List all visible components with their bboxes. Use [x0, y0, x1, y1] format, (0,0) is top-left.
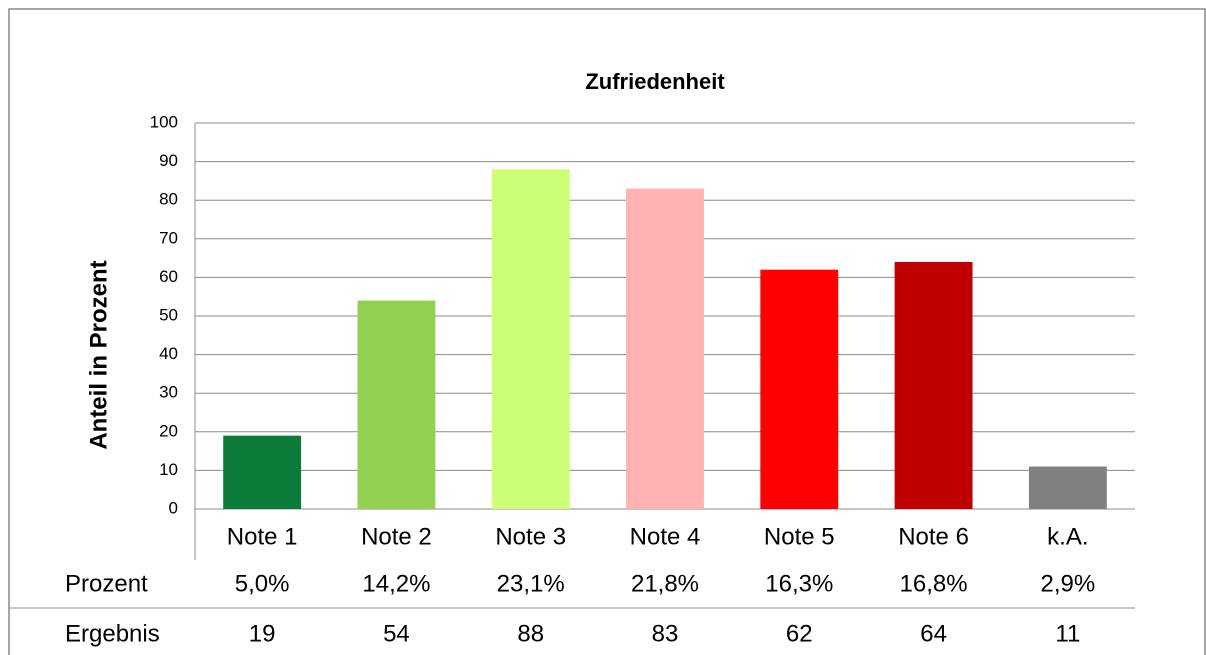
- x-tick-label: Note 2: [361, 523, 432, 550]
- y-tick-label: 30: [159, 383, 178, 402]
- y-tick-label: 0: [169, 498, 178, 517]
- table-cell: 62: [786, 620, 813, 647]
- table-cell: 54: [383, 620, 410, 647]
- bar: [491, 169, 570, 509]
- table-cell: 19: [249, 620, 276, 647]
- y-tick-label: 60: [159, 267, 178, 286]
- x-tick-label: Note 6: [898, 523, 969, 550]
- table-cell: 83: [652, 620, 679, 647]
- y-axis-label: Anteil in Prozent: [85, 260, 112, 449]
- bar: [1028, 466, 1107, 509]
- x-tick-label: k.A.: [1047, 523, 1088, 550]
- bar: [626, 188, 704, 509]
- x-tick-label: Note 3: [495, 523, 566, 550]
- y-tick-label: 50: [159, 305, 178, 324]
- table-cell: 16,8%: [900, 570, 968, 597]
- y-tick-label: 100: [150, 112, 178, 131]
- table-cell: 88: [517, 620, 544, 647]
- table-cell: 16,3%: [765, 570, 833, 597]
- table-cell: 5,0%: [235, 570, 290, 597]
- chart-border: [8, 8, 1206, 655]
- table-row-label: Ergebnis: [65, 620, 160, 647]
- chart-title: Zufriedenheit: [585, 69, 725, 94]
- bar: [760, 269, 839, 509]
- bar: [357, 300, 436, 509]
- table-cell: 11: [1055, 620, 1080, 647]
- table-cell: 23,1%: [497, 570, 565, 597]
- y-tick-label: 20: [159, 421, 178, 440]
- table-cell: 2,9%: [1041, 570, 1096, 597]
- x-tick-label: Note 5: [764, 523, 835, 550]
- table-cell: 64: [920, 620, 947, 647]
- table-cell: 21,8%: [631, 570, 699, 597]
- y-tick-label: 90: [159, 151, 178, 170]
- bar: [894, 261, 973, 509]
- y-tick-label: 10: [159, 460, 178, 479]
- x-tick-label: Note 1: [227, 523, 298, 550]
- table-cell: 14,2%: [362, 570, 430, 597]
- x-tick-label: Note 4: [630, 523, 701, 550]
- bar: [223, 435, 302, 509]
- y-tick-label: 70: [159, 228, 178, 247]
- y-tick-label: 80: [159, 190, 178, 209]
- table-row-label: Prozent: [65, 570, 148, 597]
- y-tick-label: 40: [159, 344, 178, 363]
